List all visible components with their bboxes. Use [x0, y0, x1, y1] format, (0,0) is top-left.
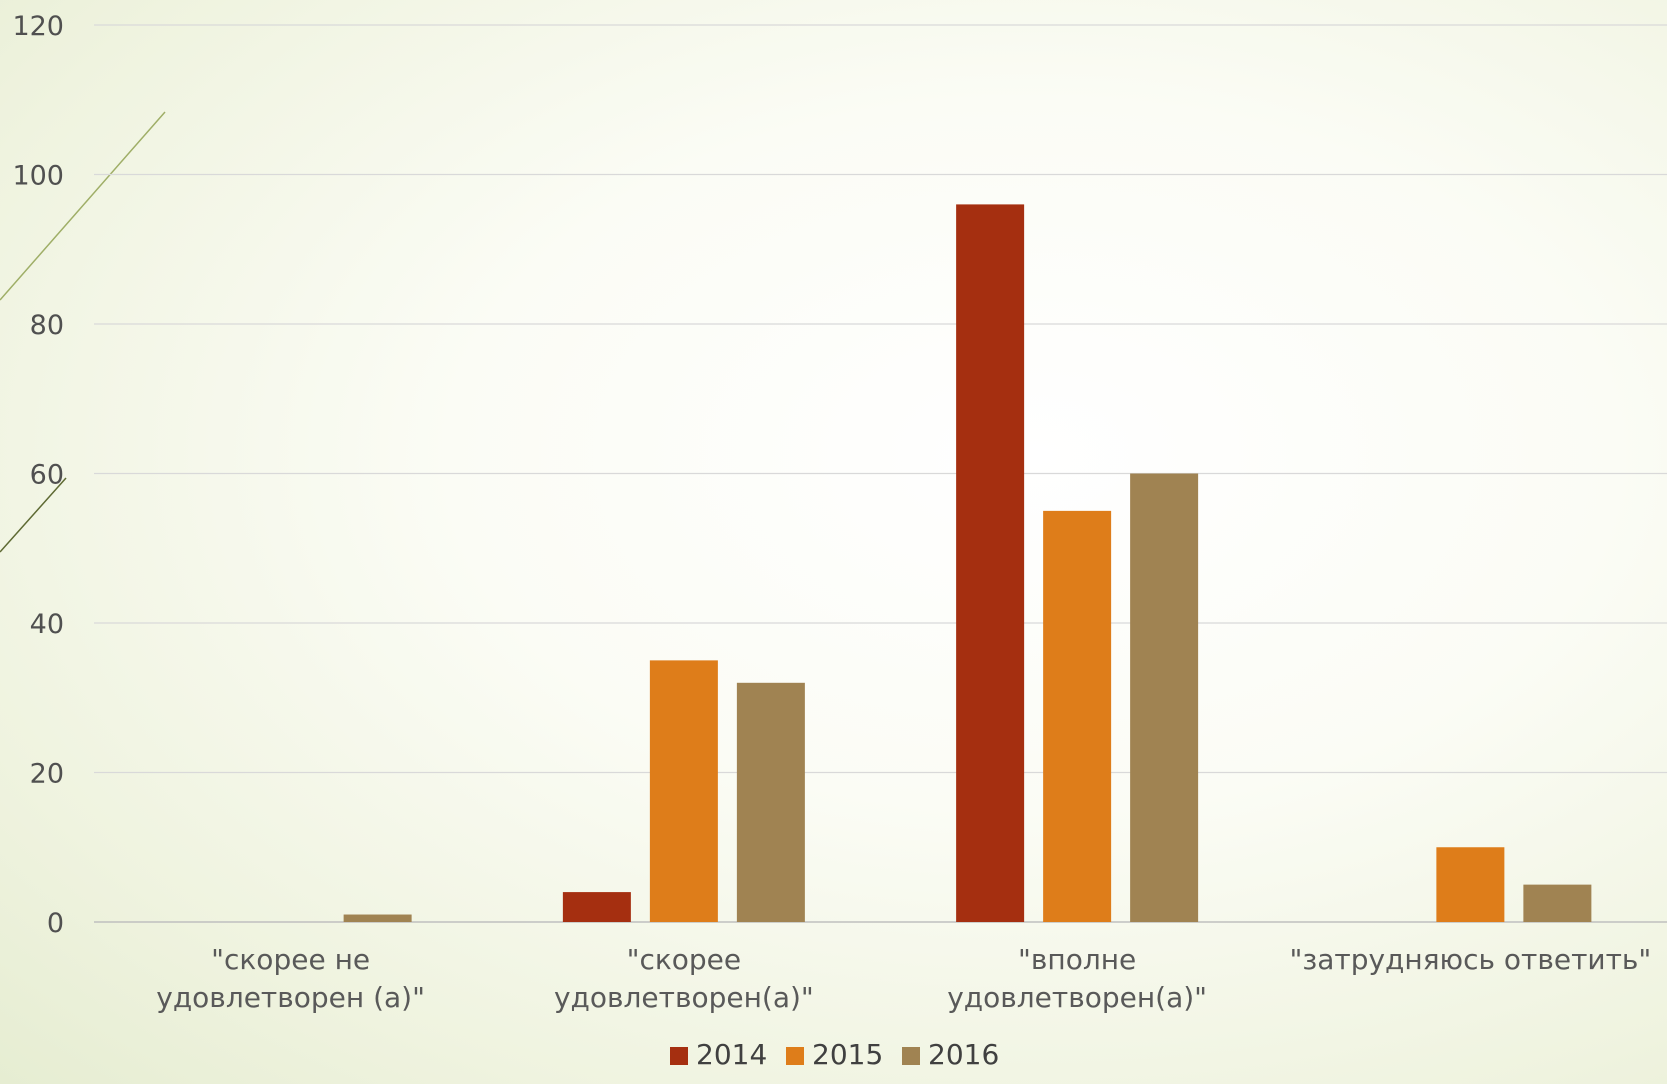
bar-2015 — [1436, 847, 1505, 922]
y-tick-label: 100 — [12, 161, 64, 192]
legend-swatch-2014 — [670, 1047, 688, 1065]
legend-swatch-2015 — [786, 1047, 804, 1065]
y-tick-label: 0 — [47, 908, 64, 939]
category-label: "скорее — [627, 943, 742, 976]
category-label: удовлетворен(а)" — [554, 981, 814, 1014]
category-label: удовлетворен (а)" — [156, 981, 425, 1014]
bar-2015 — [1043, 510, 1112, 922]
legend-label-2015: 2015 — [812, 1038, 883, 1071]
bar-2016 — [343, 914, 412, 922]
bar-2014 — [956, 204, 1025, 922]
category-label: удовлетворен(а)" — [947, 981, 1207, 1014]
bar-2016 — [1523, 884, 1592, 922]
bar-2016 — [1130, 473, 1199, 922]
decorative-line — [0, 111, 166, 301]
category-label: "затрудняюсь ответить" — [1289, 943, 1651, 976]
bar-2016 — [736, 682, 805, 922]
y-tick-label: 40 — [30, 609, 64, 640]
category-label: "вполне — [1018, 943, 1136, 976]
category-label: "скорее не — [211, 943, 370, 976]
legend-label-2014: 2014 — [696, 1038, 767, 1071]
y-tick-label: 80 — [30, 310, 64, 341]
bar-2014 — [562, 892, 631, 922]
y-tick-label: 120 — [12, 11, 64, 42]
legend-label-2016: 2016 — [928, 1038, 999, 1071]
bar-2015 — [649, 660, 718, 922]
decorative-line — [0, 477, 67, 553]
legend-swatch-2016 — [902, 1047, 920, 1065]
y-tick-label: 60 — [30, 460, 64, 491]
y-tick-label: 20 — [30, 759, 64, 790]
